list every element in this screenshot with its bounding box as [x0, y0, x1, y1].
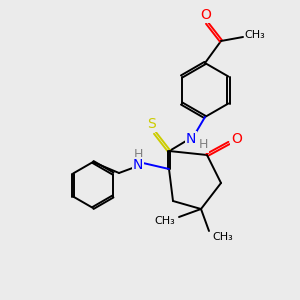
- Text: O: O: [232, 132, 242, 146]
- Text: CH₃: CH₃: [213, 232, 233, 242]
- Text: H: H: [198, 139, 208, 152]
- Text: N: N: [133, 158, 143, 172]
- Text: H: H: [133, 148, 143, 161]
- Text: CH₃: CH₃: [244, 30, 266, 40]
- Text: S: S: [148, 117, 156, 131]
- Text: O: O: [201, 8, 212, 22]
- Text: N: N: [186, 132, 196, 146]
- Text: CH₃: CH₃: [154, 216, 176, 226]
